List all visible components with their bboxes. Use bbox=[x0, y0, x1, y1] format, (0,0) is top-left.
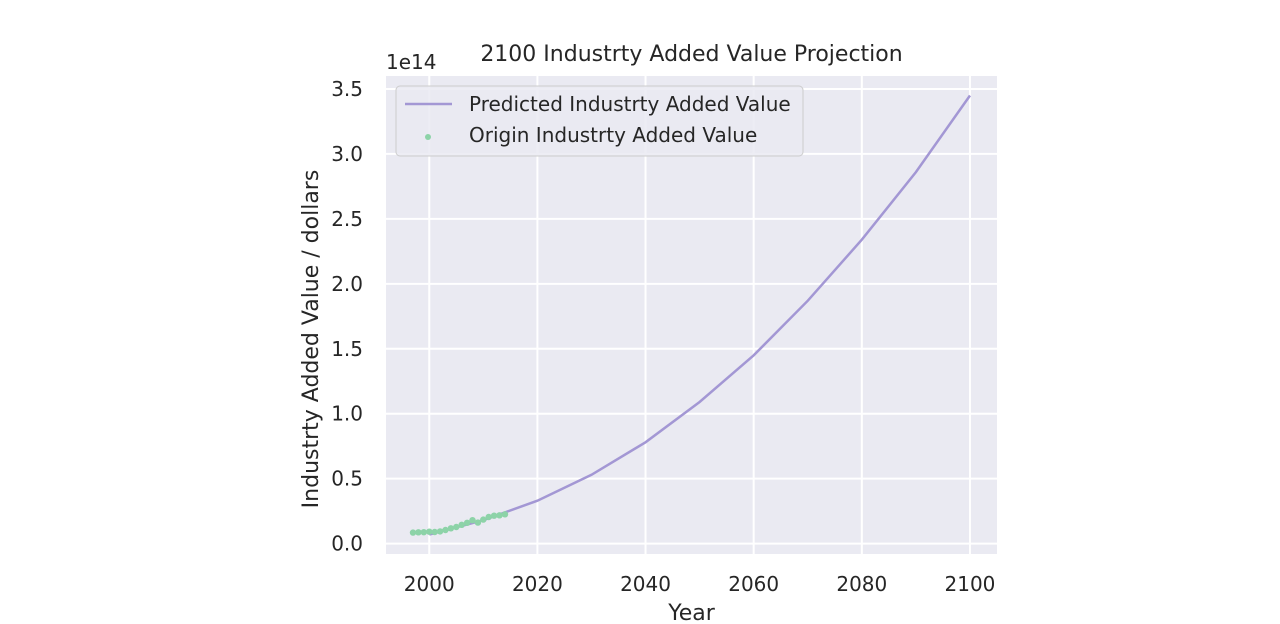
x-tick-label: 2000 bbox=[404, 572, 455, 596]
y-tick-label: 3.5 bbox=[331, 77, 363, 101]
series-layer bbox=[409, 94, 972, 536]
y-axis-label: Industrty Added Value / dollars bbox=[299, 170, 324, 509]
origin-data-point bbox=[490, 512, 498, 519]
y-tick-label: 3.0 bbox=[331, 142, 363, 166]
origin-data-point bbox=[469, 517, 476, 524]
origin-data-point bbox=[453, 523, 460, 531]
origin-data-point bbox=[447, 525, 455, 532]
y-tick-label: 1.5 bbox=[331, 337, 363, 361]
origin-data-point bbox=[426, 528, 433, 535]
x-tick-label: 2040 bbox=[620, 572, 671, 596]
legend-box bbox=[395, 85, 804, 157]
origin-data-point bbox=[442, 526, 449, 534]
legend-label-origin: Origin Industrty Added Value bbox=[469, 123, 757, 147]
x-tick-label: 2100 bbox=[945, 572, 996, 596]
x-tick-label: 2020 bbox=[512, 572, 563, 596]
y-tick-label: 1.0 bbox=[331, 402, 363, 426]
x-axis-label: Year bbox=[667, 601, 716, 624]
legend-scatter-swatch bbox=[425, 134, 431, 140]
origin-data-point bbox=[431, 528, 438, 536]
x-tick-label: 2080 bbox=[836, 572, 887, 596]
y-tick-label: 2.5 bbox=[331, 207, 363, 231]
chart-title: 2100 Industrty Added Value Projection bbox=[480, 42, 902, 67]
origin-data-point bbox=[436, 528, 444, 535]
origin-data-point bbox=[485, 513, 492, 521]
origin-data-point bbox=[415, 529, 422, 536]
legend: Predicted Industrty Added Value Origin I… bbox=[395, 85, 804, 157]
origin-data-point bbox=[474, 519, 482, 526]
predicted-series-line bbox=[428, 94, 972, 536]
y-tick-label: 0.5 bbox=[331, 467, 363, 491]
tick-labels: 2000 2020 2040 2060 2080 2100 0.0 0.5 1.0 1.5 2.0 2… bbox=[331, 77, 995, 596]
legend-label-predicted: Predicted Industrty Added Value bbox=[469, 92, 791, 116]
y-tick-label: 2.0 bbox=[331, 272, 363, 296]
x-tick-label: 2060 bbox=[728, 572, 779, 596]
origin-data-point bbox=[496, 512, 503, 519]
origin-data-point bbox=[463, 519, 471, 526]
origin-data-point bbox=[458, 521, 465, 528]
origin-data-point bbox=[420, 529, 427, 536]
y-tick-label: 0.0 bbox=[331, 532, 363, 556]
origin-data-point bbox=[480, 516, 487, 523]
origin-data-point bbox=[501, 511, 509, 518]
y-offset-label: 1e14 bbox=[386, 50, 436, 74]
origin-data-point bbox=[409, 529, 417, 536]
